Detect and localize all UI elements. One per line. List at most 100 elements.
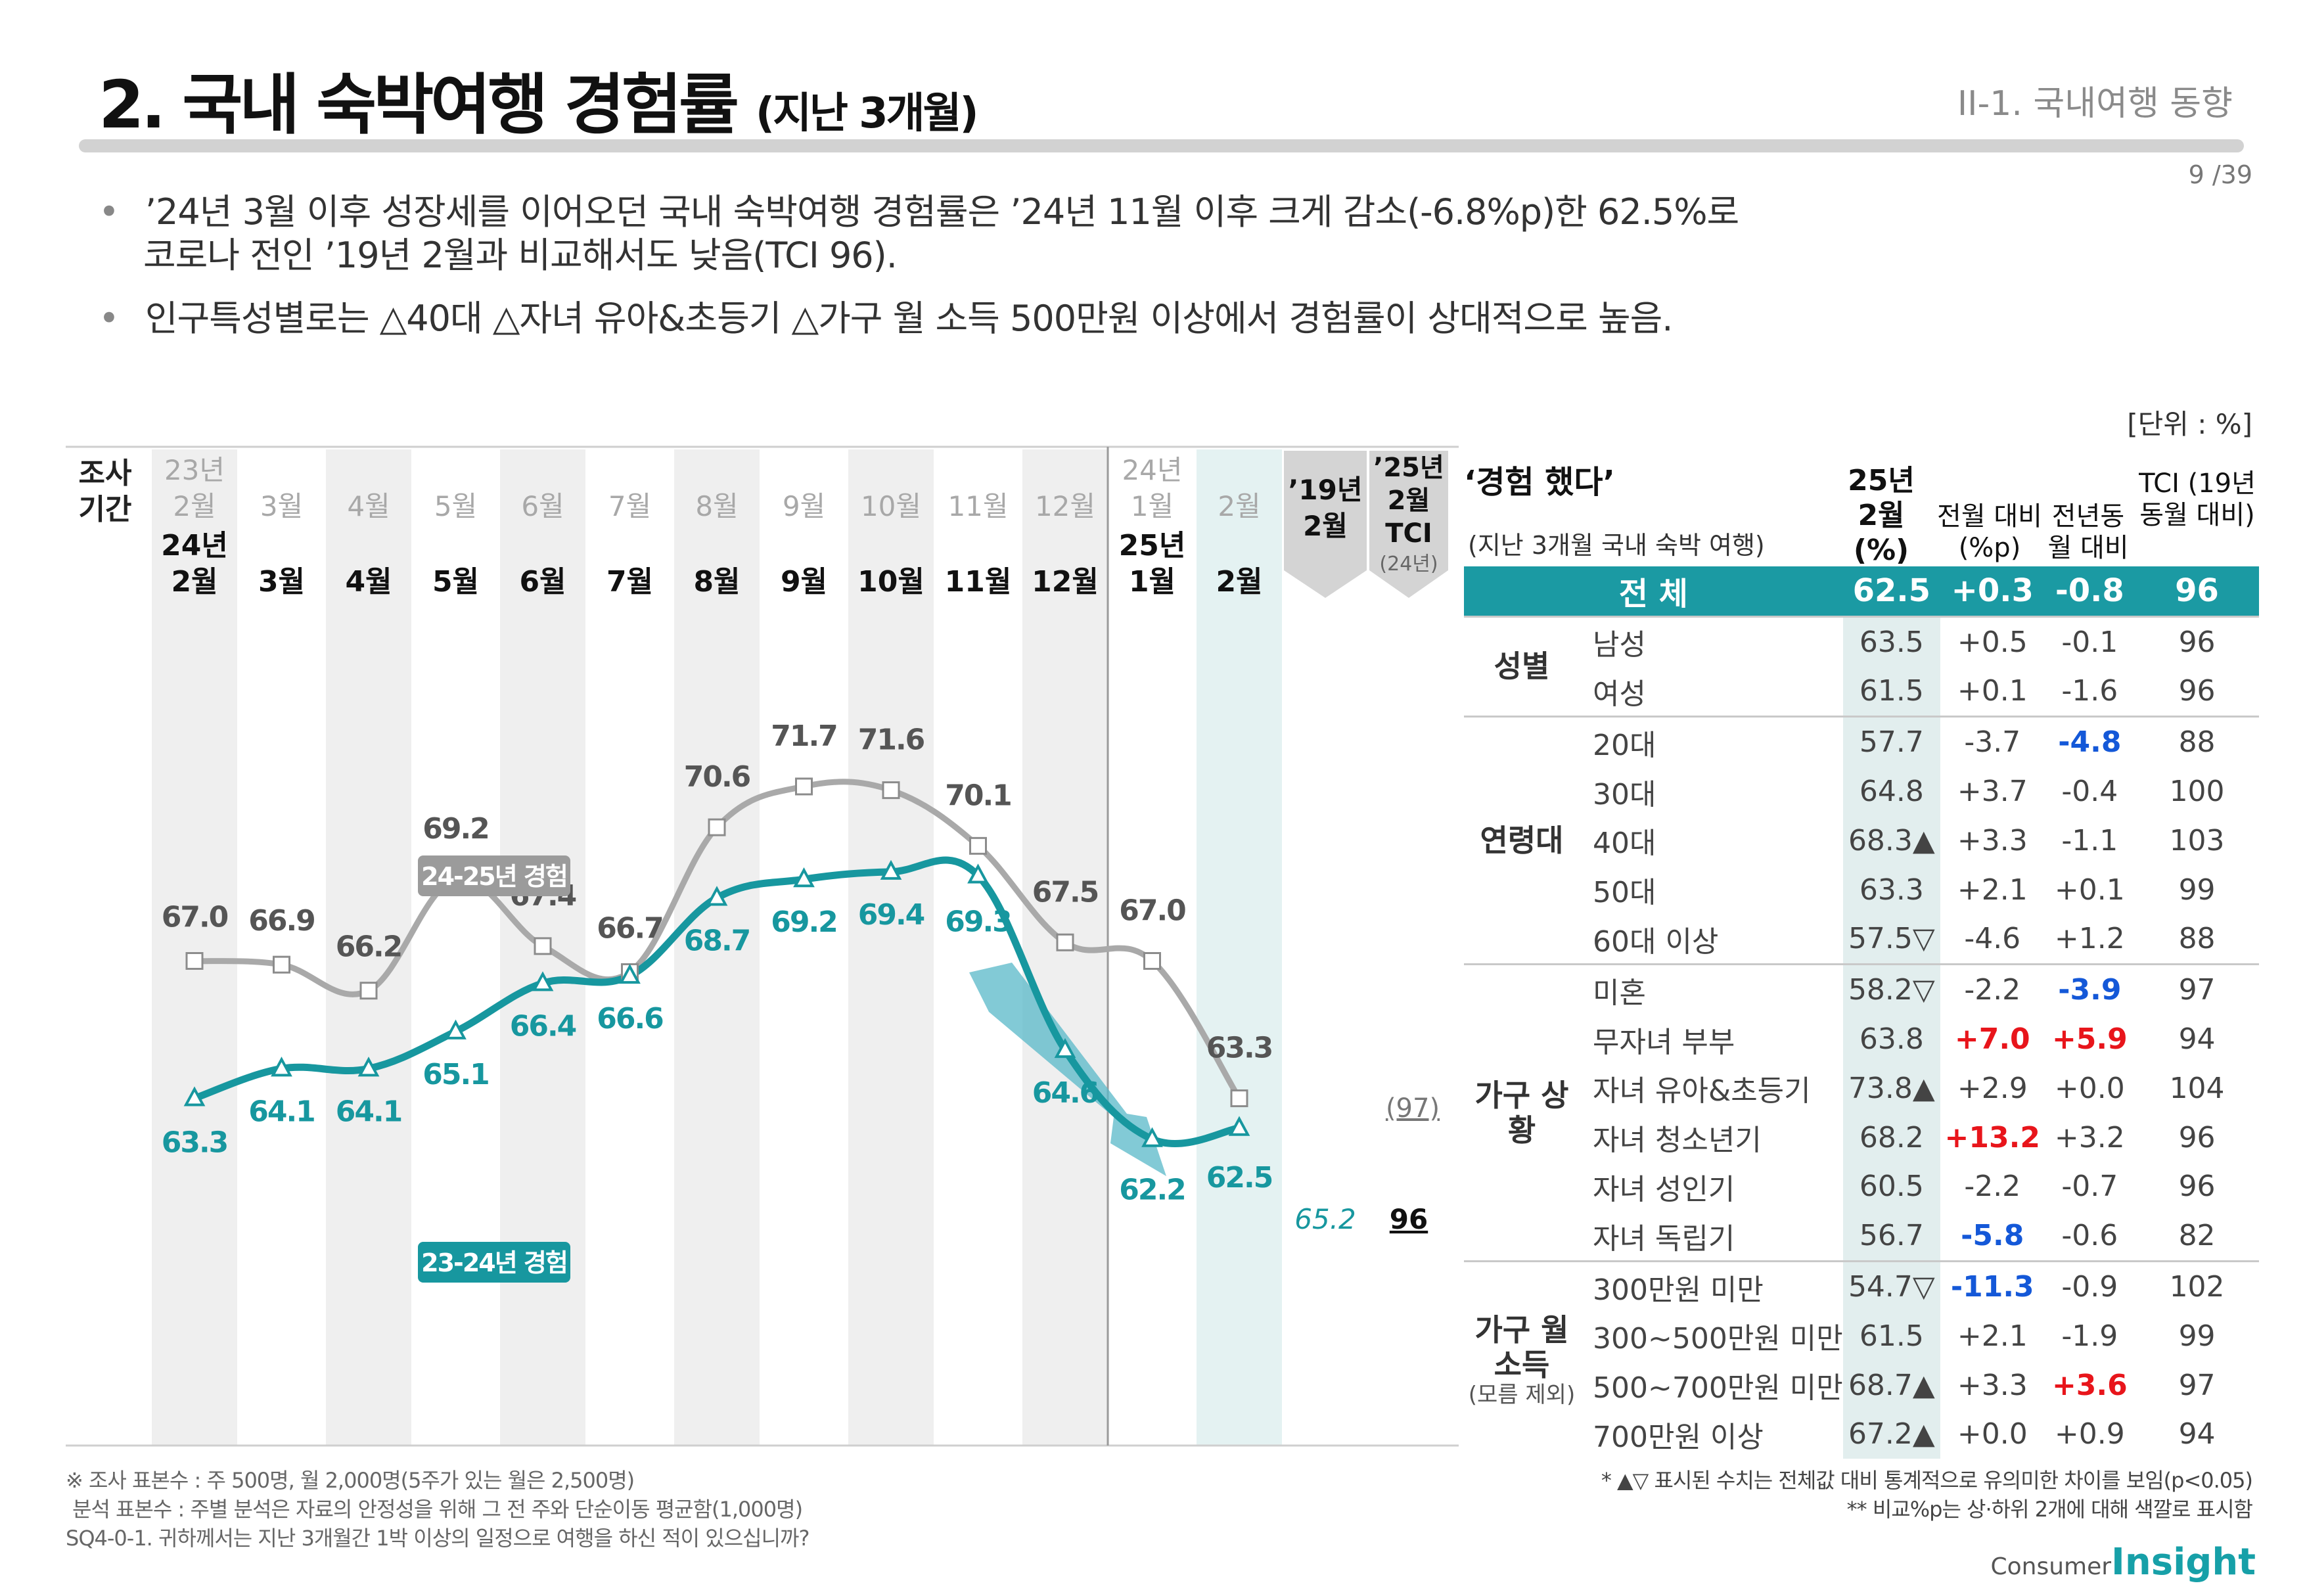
cell-yoy: -0.8 <box>2044 566 2135 617</box>
label-previous: 70.1 <box>945 779 1011 812</box>
svg-text:2월: 2월 <box>173 490 216 522</box>
x-tick-lower: 10월 <box>857 565 924 599</box>
svg-text:10월: 10월 <box>861 490 921 522</box>
svg-text:9월: 9월 <box>783 490 825 522</box>
label-current: 69.4 <box>858 898 924 932</box>
row-label: 미혼 <box>1579 963 1843 1015</box>
x-tick-lower: 5월 <box>432 565 479 599</box>
x-tick-lower: 9월 <box>781 565 827 599</box>
marker-previous <box>1230 1089 1248 1108</box>
svg-text:23년: 23년 <box>164 454 225 486</box>
row-label: 500~700만원 미만 <box>1592 1371 1843 1405</box>
series-markers <box>183 777 1250 1147</box>
svg-text:11월: 11월 <box>947 490 1008 522</box>
cell-v25: 67.2▲ <box>1842 1409 1940 1459</box>
x-tick-upper: 10월 <box>861 490 921 522</box>
cell-tci: 96 <box>2178 1170 2216 1204</box>
table-row: 40대 68.3▲ +3.3 -1.1 103 <box>1464 815 2259 865</box>
cell-yoy: -1.1 <box>2061 823 2118 857</box>
cell-v25: 63.8 <box>1842 1015 1940 1064</box>
marker-previous <box>1143 952 1161 970</box>
group-label: 성별 <box>1464 615 1580 717</box>
cell-tci: 103 <box>2169 823 2225 857</box>
x-tick-upper: 9월 <box>783 490 825 522</box>
cell-mom: +2.1 <box>1957 1319 2028 1353</box>
cell-mom: +0.3 <box>1940 566 2045 617</box>
cell-v25: 61.5 <box>1842 666 1940 717</box>
table-row: 700만원 이상 67.2▲ +0.0 +0.9 94 <box>1464 1409 2259 1459</box>
marker-current <box>1228 1116 1250 1136</box>
brand-logo: ConsumerInsight <box>1990 1541 2256 1584</box>
cell-mom: +3.7 <box>1957 775 2028 809</box>
cell-v25: 62.5 <box>1842 566 1940 617</box>
cell-tci: 97 <box>2135 963 2259 1015</box>
cell-yoy: +0.9 <box>2054 1417 2125 1451</box>
note-sample: ※ 조사 표본수 : 주 500명, 월 2,000명(5주가 있는 월은 2,… <box>66 1468 635 1493</box>
svg-text:2월: 2월 <box>1216 565 1262 599</box>
table-row: 자녀 독립기 56.7 -5.8 -0.6 82 <box>1464 1211 2259 1262</box>
cell-tci: 88 <box>2135 716 2259 767</box>
cell-tci: 88 <box>2178 922 2216 956</box>
cell-v25: 57.7 <box>1842 716 1940 767</box>
row-label: 700만원 이상 <box>1592 1420 1764 1454</box>
cell-mom: +2.1 <box>1957 873 2028 907</box>
cell-yoy: -1.6 <box>2061 674 2118 708</box>
row-label: 자녀 성인기 <box>1592 1172 1735 1206</box>
column-band <box>674 449 760 1446</box>
cell-mom: -2.2 <box>1940 963 2045 1015</box>
ref-value: 65.2 <box>1294 1203 1356 1235</box>
label-previous: 63.3 <box>1206 1032 1273 1065</box>
cell-yoy: +0.0 <box>2054 1071 2125 1105</box>
cell-yoy: -0.1 <box>2044 615 2135 667</box>
svg-text:6월: 6월 <box>519 565 566 599</box>
cell-tci: 94 <box>2178 1022 2216 1057</box>
bullet-2: • 인구특성별로는 △40대 △자녀 유아&초등기 △가구 월 소득 500만원 … <box>99 298 1673 339</box>
column-band <box>1197 449 1282 1446</box>
label-current: 66.4 <box>510 1009 576 1043</box>
row-label: 자녀 청소년기 <box>1592 1124 1762 1158</box>
reference-columns <box>1284 451 1448 598</box>
cell-tci: 99 <box>2178 1319 2216 1353</box>
cell-tci: 100 <box>2169 775 2225 809</box>
table-row: 가구 상황 미혼 58.2▽ -2.2 -3.9 97 <box>1464 963 2259 1262</box>
note-question: SQ4-0-1. 귀하께서는 지난 3개월간 1박 이상의 일정으로 여행을 하… <box>66 1526 810 1551</box>
svg-text:2월: 2월 <box>1218 490 1260 522</box>
cell-tci: 96 <box>2135 566 2259 617</box>
svg-text:25년: 25년 <box>1119 529 1186 562</box>
reference-values: 65.2 (97) 96 <box>1294 1093 1440 1235</box>
x-tick-upper: 5월 <box>434 490 477 522</box>
tci-header-label: TCI <box>1385 518 1432 549</box>
svg-text:24년: 24년 <box>161 529 228 562</box>
marker-current <box>271 1057 292 1077</box>
marker-current <box>793 867 815 888</box>
ref-header-month: 2월 <box>1303 510 1348 542</box>
label-previous: 66.7 <box>597 911 663 945</box>
table-row: 500~700만원 미만 68.7▲ +3.3 +3.6 97 <box>1464 1360 2259 1410</box>
table-row-total: 전 체 62.5 +0.3 -0.8 96 <box>1464 566 2259 617</box>
x-tick-upper: 4월 <box>347 490 390 522</box>
bullet-1-cont: 코로나 전인 ’19년 2월과 비교해서도 낮음(TCI 96). <box>143 235 898 276</box>
table-row: 자녀 청소년기 68.2 +13.2 +3.2 96 <box>1464 1112 2259 1162</box>
cell-mom: -2.2 <box>1964 1170 2021 1204</box>
x-tick-upper: 3월 <box>260 490 303 522</box>
cell-yoy: +3.6 <box>2051 1368 2128 1402</box>
label-current: 68.7 <box>684 924 750 957</box>
x-tick-lower: 11월 <box>945 565 1012 599</box>
row-label: 20대 <box>1579 716 1843 767</box>
cell-mom: +7.0 <box>1954 1022 2030 1057</box>
marker-current <box>357 1057 380 1077</box>
label-current: 65.1 <box>422 1058 489 1091</box>
marker-previous <box>359 982 378 1000</box>
marker-current <box>532 971 554 992</box>
x-tick-upper: 8월 <box>695 490 738 522</box>
cell-mom: +0.1 <box>1957 674 2028 708</box>
total-label: 전 체 <box>1464 566 1843 617</box>
cell-yoy: +5.9 <box>2051 1022 2128 1057</box>
page-subtitle: (지난 3개월) <box>755 89 979 138</box>
table-row: 30대 64.8 +3.7 -0.4 100 <box>1464 767 2259 816</box>
cell-mom: +2.9 <box>1957 1071 2028 1105</box>
cell-v25: 64.8 <box>1842 767 1940 816</box>
